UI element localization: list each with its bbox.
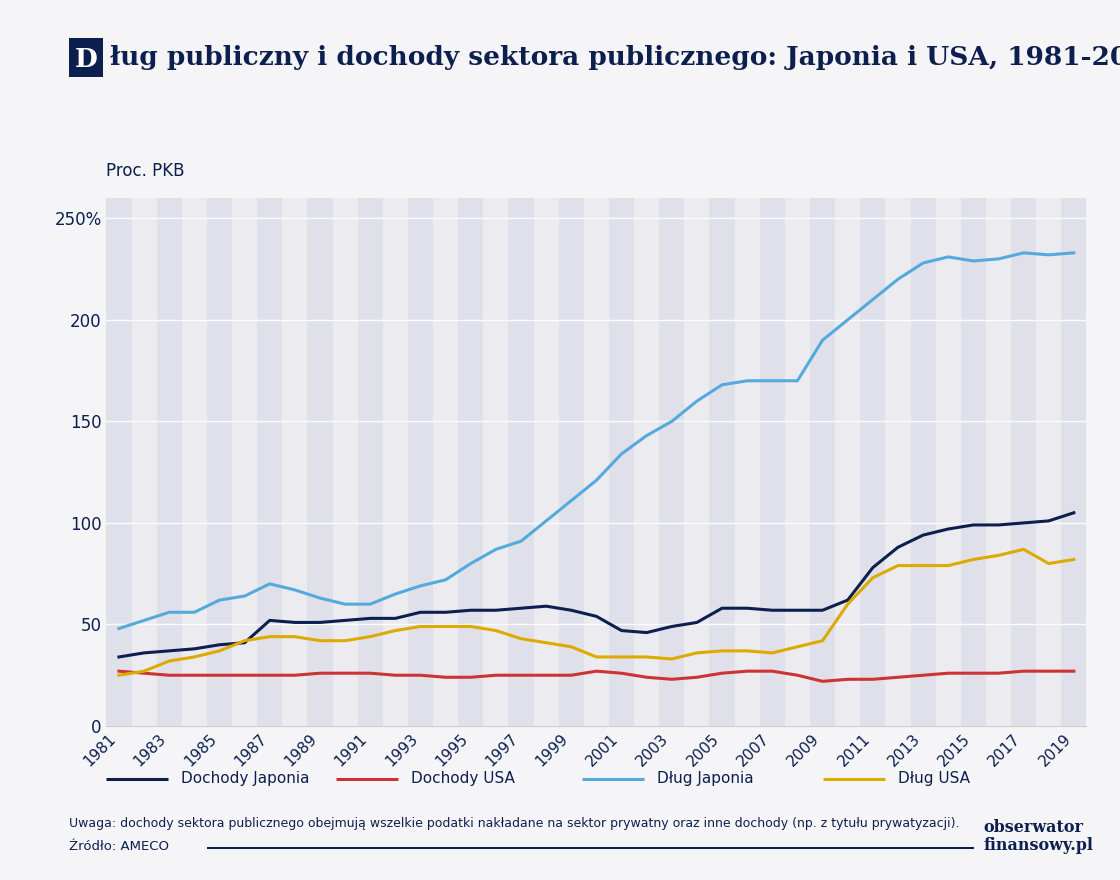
Bar xyxy=(131,198,157,726)
Bar xyxy=(157,198,181,726)
Bar xyxy=(986,198,1011,726)
Bar xyxy=(584,198,609,726)
Bar xyxy=(609,198,634,726)
Bar xyxy=(935,198,961,726)
Bar xyxy=(357,198,383,726)
Bar xyxy=(961,198,986,726)
Bar xyxy=(258,198,282,726)
Bar xyxy=(282,198,307,726)
Bar xyxy=(836,198,860,726)
Bar xyxy=(484,198,508,726)
Text: Dług Japonia: Dług Japonia xyxy=(657,771,754,787)
Bar xyxy=(634,198,660,726)
Bar xyxy=(660,198,684,726)
Bar xyxy=(810,198,836,726)
Bar xyxy=(207,198,232,726)
Bar xyxy=(533,198,559,726)
Bar xyxy=(911,198,935,726)
Bar xyxy=(307,198,333,726)
Text: Dochody USA: Dochody USA xyxy=(411,771,515,787)
Bar xyxy=(508,198,533,726)
Bar xyxy=(1062,198,1086,726)
Bar xyxy=(684,198,709,726)
Bar xyxy=(383,198,408,726)
Bar xyxy=(1036,198,1062,726)
Bar xyxy=(458,198,484,726)
Text: D: D xyxy=(75,48,97,72)
Bar xyxy=(735,198,759,726)
Text: ług publiczny i dochody sektora publicznego: Japonia i USA, 1981-2019: ług publiczny i dochody sektora publiczn… xyxy=(110,45,1120,70)
Text: finansowy.pl: finansowy.pl xyxy=(983,837,1093,854)
Bar xyxy=(559,198,584,726)
Bar xyxy=(759,198,785,726)
Text: obserwator: obserwator xyxy=(983,819,1083,836)
Bar xyxy=(181,198,207,726)
Bar xyxy=(433,198,458,726)
Bar xyxy=(785,198,810,726)
Text: Źródło: AMECO: Źródło: AMECO xyxy=(69,840,169,853)
Bar xyxy=(106,198,131,726)
Bar xyxy=(886,198,911,726)
Text: Uwaga: dochody sektora publicznego obejmują wszelkie podatki nakładane na sektor: Uwaga: dochody sektora publicznego obejm… xyxy=(69,817,960,830)
Bar xyxy=(1011,198,1036,726)
Text: Proc. PKB: Proc. PKB xyxy=(106,163,185,180)
Bar xyxy=(709,198,735,726)
Bar xyxy=(232,198,258,726)
Bar xyxy=(333,198,357,726)
Bar xyxy=(408,198,433,726)
Bar xyxy=(860,198,886,726)
Text: Dług USA: Dług USA xyxy=(898,771,970,787)
Text: Dochody Japonia: Dochody Japonia xyxy=(181,771,310,787)
